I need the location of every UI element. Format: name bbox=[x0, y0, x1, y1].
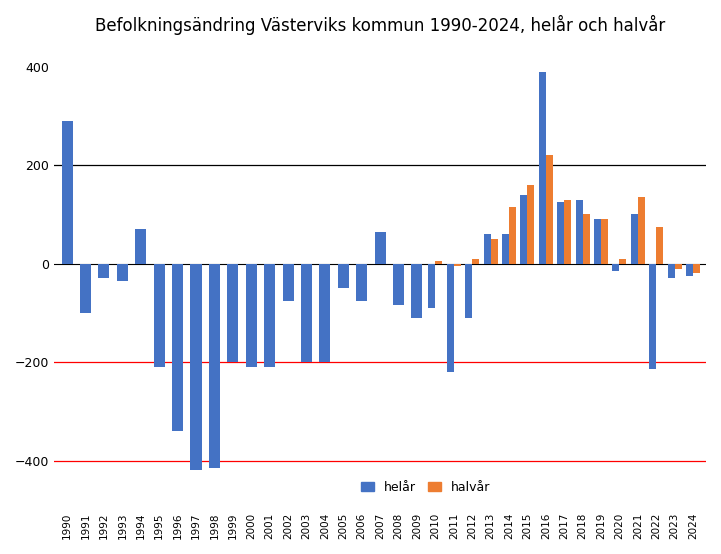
Title: Befolkningsändring Västerviks kommun 1990-2024, helår och halvår: Befolkningsändring Västerviks kommun 199… bbox=[95, 15, 665, 35]
Legend: helår, halvår: helår, halvår bbox=[356, 476, 495, 499]
Bar bbox=[117, 264, 128, 281]
Bar bbox=[612, 264, 619, 271]
Bar bbox=[521, 195, 527, 264]
Bar bbox=[447, 264, 454, 372]
Bar bbox=[650, 264, 656, 370]
Bar bbox=[283, 264, 293, 301]
Bar bbox=[668, 264, 675, 279]
Bar bbox=[227, 264, 239, 362]
Bar bbox=[594, 219, 601, 264]
Bar bbox=[490, 239, 497, 264]
Bar bbox=[472, 259, 479, 264]
Bar bbox=[99, 264, 110, 279]
Bar bbox=[356, 264, 367, 301]
Bar bbox=[557, 202, 565, 264]
Bar bbox=[337, 264, 349, 288]
Bar bbox=[454, 264, 461, 266]
Bar bbox=[172, 264, 183, 431]
Bar bbox=[575, 199, 583, 264]
Bar bbox=[656, 227, 663, 264]
Bar bbox=[601, 219, 608, 264]
Bar bbox=[539, 71, 546, 264]
Bar bbox=[565, 199, 571, 264]
Bar bbox=[686, 264, 693, 276]
Bar bbox=[502, 234, 509, 264]
Bar bbox=[61, 121, 73, 264]
Bar bbox=[484, 234, 490, 264]
Bar bbox=[190, 264, 202, 470]
Bar bbox=[465, 264, 472, 318]
Bar bbox=[619, 259, 627, 264]
Bar bbox=[209, 264, 220, 468]
Bar bbox=[631, 214, 638, 264]
Bar bbox=[509, 207, 516, 264]
Bar bbox=[375, 232, 386, 264]
Bar bbox=[675, 264, 681, 269]
Bar bbox=[638, 197, 645, 264]
Bar bbox=[428, 264, 435, 308]
Bar bbox=[412, 264, 423, 318]
Bar bbox=[319, 264, 330, 362]
Bar bbox=[154, 264, 164, 367]
Bar bbox=[301, 264, 312, 362]
Bar bbox=[136, 229, 146, 264]
Bar bbox=[527, 185, 534, 264]
Bar bbox=[693, 264, 700, 274]
Bar bbox=[435, 261, 443, 264]
Bar bbox=[246, 264, 257, 367]
Bar bbox=[393, 264, 404, 305]
Bar bbox=[583, 214, 590, 264]
Bar bbox=[80, 264, 91, 313]
Bar bbox=[264, 264, 275, 367]
Bar bbox=[546, 155, 553, 264]
